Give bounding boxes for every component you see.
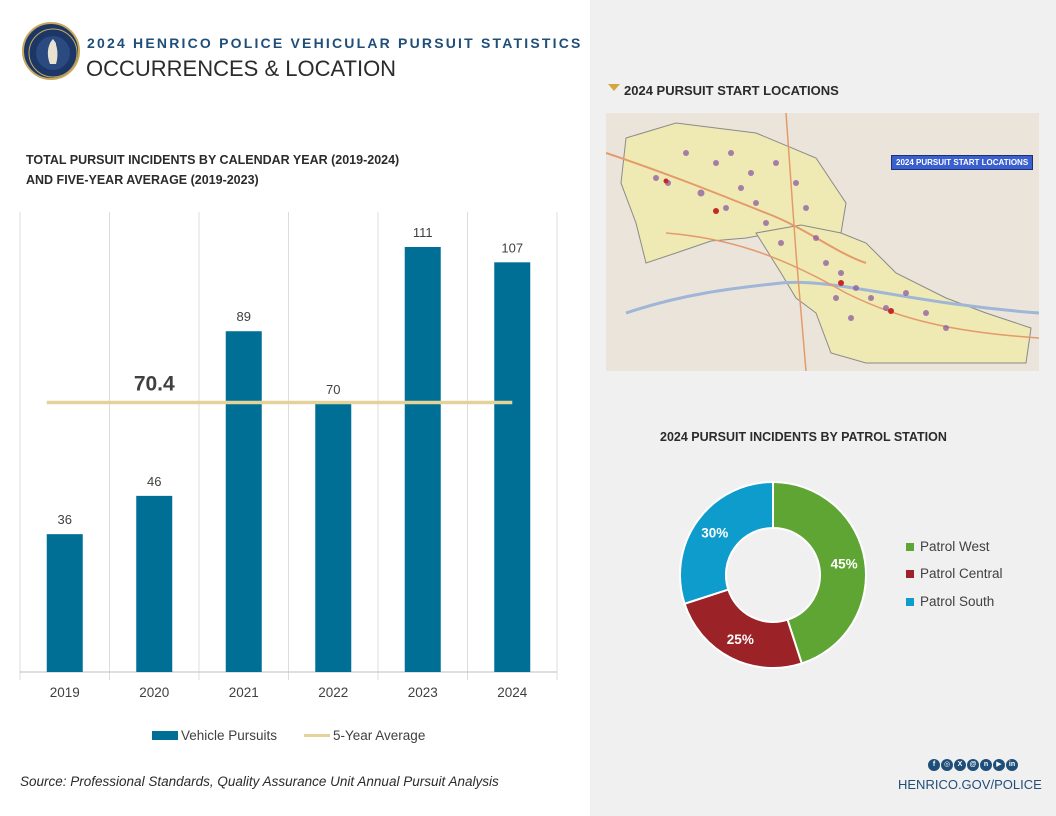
legend-vehicle-pursuits-label: Vehicle Pursuits — [181, 728, 278, 743]
patrol-south-label: Patrol South — [920, 594, 995, 609]
legend-line-swatch — [304, 734, 330, 737]
x-tick-label: 2021 — [229, 685, 259, 700]
source-note: Source: Professional Standards, Quality … — [20, 774, 499, 789]
patrol-west-label: Patrol West — [920, 539, 990, 554]
bar-value-label: 89 — [237, 309, 251, 324]
donut-chart-title: 2024 PURSUIT INCIDENTS BY PATROL STATION — [660, 430, 947, 444]
bar-2019 — [46, 534, 83, 672]
social-icons: f ◎ X @ n ▶ in — [928, 759, 1019, 771]
donut-slice-patrol-west — [772, 480, 867, 665]
patrol-west-swatch — [906, 542, 914, 551]
youtube-icon[interactable]: ▶ — [993, 759, 1005, 771]
x-tick-label: 2022 — [318, 685, 348, 700]
x-tick-label: 2023 — [408, 685, 438, 700]
bar-2024 — [494, 262, 531, 672]
henrico-police-seal-logo — [22, 22, 80, 80]
map-legend-label: 2024 PURSUIT START LOCATIONS — [891, 155, 1034, 170]
donut-legend-patrol-central: Patrol Central — [906, 566, 1003, 581]
donut-slice-label: 45% — [831, 557, 858, 572]
bar-chart-title: TOTAL PURSUIT INCIDENTS BY CALENDAR YEAR… — [26, 150, 446, 190]
five-year-average-label: 70.4 — [134, 372, 175, 395]
nextdoor-icon[interactable]: n — [980, 759, 992, 771]
left-panel: 2024 HENRICO POLICE VEHICULAR PURSUIT ST… — [0, 22, 590, 789]
x-tick-label: 2019 — [50, 685, 80, 700]
donut-slice-patrol-central — [683, 588, 803, 669]
page-subtitle: OCCURRENCES & LOCATION — [86, 56, 397, 81]
pursuits-bar-chart: 36 2019 46 2020 89 2021 70 2022 111 2023 107 2024 70… — [19, 212, 558, 700]
patrol-central-swatch — [906, 569, 914, 578]
x-icon[interactable]: X — [954, 759, 966, 771]
donut-slice-label: 30% — [701, 526, 728, 541]
map-graphic — [606, 113, 1039, 371]
bar-value-label: 36 — [58, 512, 72, 527]
bar-chart-title-line1: TOTAL PURSUIT INCIDENTS BY CALENDAR YEAR… — [26, 153, 400, 167]
donut-legend-patrol-west: Patrol West — [906, 539, 990, 554]
donut-slice-label: 25% — [727, 632, 754, 647]
map-section-title: 2024 PURSUIT START LOCATIONS — [608, 83, 839, 98]
bar-2021 — [225, 331, 262, 672]
website-link[interactable]: HENRICO.GOV/POLICE — [898, 777, 1042, 792]
triangle-marker-icon — [608, 84, 620, 91]
bar-chart-title-line2: AND FIVE-YEAR AVERAGE (2019-2023) — [26, 173, 259, 187]
patrol-central-label: Patrol Central — [920, 566, 1003, 581]
threads-icon[interactable]: @ — [967, 759, 979, 771]
legend-bar-swatch — [152, 731, 178, 740]
bar-2023 — [404, 247, 441, 672]
linkedin-icon[interactable]: in — [1006, 759, 1018, 771]
x-tick-label: 2020 — [139, 685, 169, 700]
patrol-south-swatch — [906, 597, 914, 606]
legend-five-year-average: 5-Year Average — [304, 728, 425, 743]
bar-value-label: 70 — [326, 382, 340, 397]
donut-legend-patrol-south: Patrol South — [906, 594, 994, 609]
map-section-title-text: 2024 PURSUIT START LOCATIONS — [624, 83, 839, 98]
donut-slice-patrol-south — [679, 480, 774, 605]
facebook-icon[interactable]: f — [928, 759, 940, 771]
patrol-station-donut-chart: 45% 25% 30% — [679, 480, 867, 669]
bar-chart-legend: Vehicle Pursuits 5-Year Average — [0, 728, 590, 746]
bar-value-label: 46 — [147, 474, 161, 489]
right-panel: 2024 PURSUIT START LOCATIONS — [590, 0, 1056, 816]
x-tick-label: 2024 — [497, 685, 528, 700]
bar-2022 — [315, 403, 352, 672]
legend-five-year-average-label: 5-Year Average — [333, 728, 426, 743]
page-title: 2024 HENRICO POLICE VEHICULAR PURSUIT ST… — [87, 35, 583, 51]
legend-vehicle-pursuits: Vehicle Pursuits — [152, 728, 277, 743]
bar-value-label: 107 — [501, 240, 523, 255]
bar-value-label: 111 — [413, 225, 433, 240]
bar-2020 — [136, 495, 173, 672]
pursuit-locations-map: 2024 PURSUIT START LOCATIONS — [606, 113, 1039, 371]
instagram-icon[interactable]: ◎ — [941, 759, 953, 771]
